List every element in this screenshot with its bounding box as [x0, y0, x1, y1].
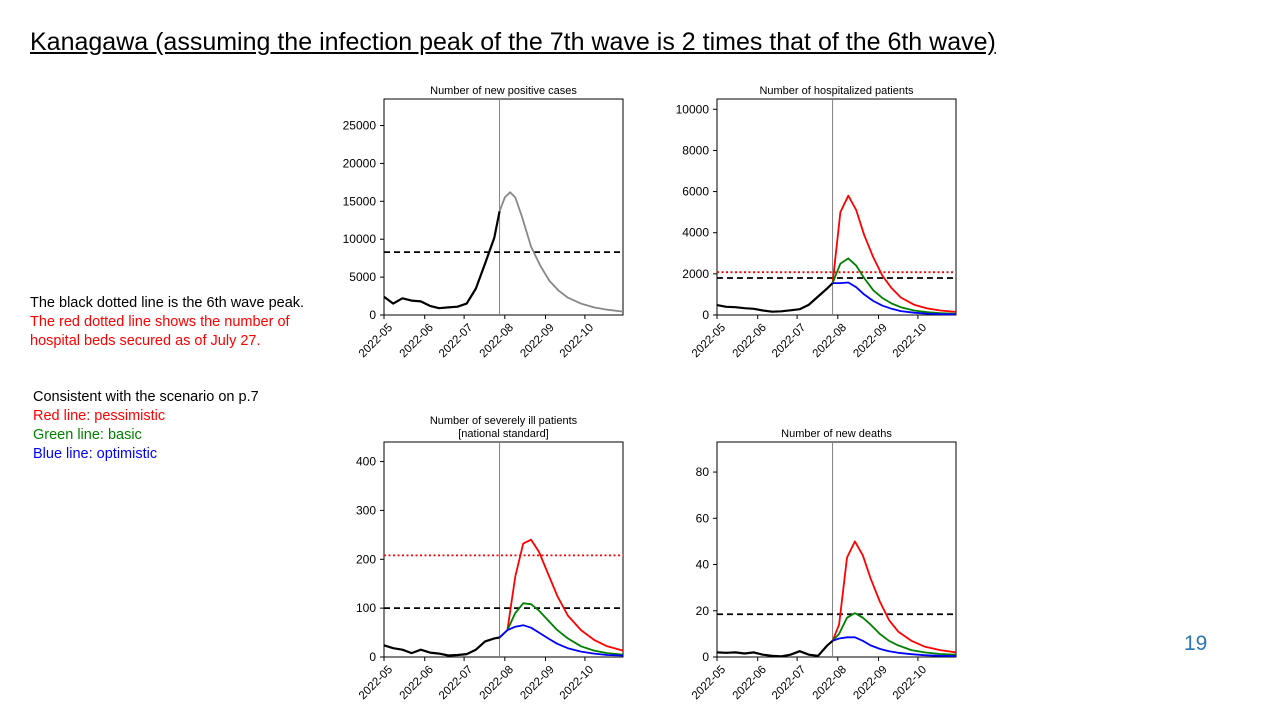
y-tick-label: 40: [696, 558, 710, 572]
y-tick-label: 100: [356, 601, 376, 615]
x-tick-label: 2022-05: [357, 664, 395, 702]
x-tick-label: 2022-09: [851, 664, 889, 702]
series-pessimistic: [831, 194, 957, 313]
y-tick-label: 60: [696, 511, 710, 525]
reference-line-notes: The black dotted line is the 6th wave pe…: [30, 294, 304, 351]
chart-cases: Number of new positive cases 0 5000 10000 15…: [343, 85, 624, 360]
legend-pessimistic: Red line: pessimistic: [33, 408, 166, 424]
y-tick-label: 400: [356, 455, 376, 469]
x-tick-label: 2022-10: [891, 664, 929, 702]
series-optimistic: [832, 281, 957, 316]
red-dotted-line-note-2: hospital beds secured as of July 27.: [30, 333, 261, 349]
series-optimistic: [498, 624, 624, 657]
y-tick-label: 0: [702, 650, 709, 664]
series-projection_single: [498, 191, 624, 313]
series-optimistic: [832, 636, 957, 657]
y-tick-label: 10000: [676, 102, 710, 116]
series-observed: [383, 636, 500, 657]
chart-title: Number of hospitalized patients: [759, 85, 914, 97]
y-tick-label: 10000: [343, 232, 377, 246]
x-tick-label: 2022-06: [398, 664, 436, 702]
y-tick-label: 0: [369, 650, 376, 664]
series-observed: [716, 282, 834, 313]
y-tick-label: 15000: [343, 194, 377, 208]
y-tick-label: 6000: [682, 185, 709, 199]
chart-hospitalized: Number of hospitalized patients 0 2000 4000…: [676, 85, 957, 360]
x-tick-label: 2022-06: [398, 322, 436, 360]
x-tick-label: 2022-07: [770, 664, 808, 702]
legend-optimistic: Blue line: optimistic: [33, 446, 158, 462]
y-tick-label: 0: [702, 308, 709, 322]
slide-title: Kanagawa (assuming the infection peak of…: [30, 28, 996, 56]
legend-basic: Green line: basic: [33, 427, 142, 443]
y-tick-label: 0: [369, 308, 376, 322]
red-dotted-line-note-1: The red dotted line shows the number of: [30, 314, 290, 330]
x-tick-label: 2022-10: [891, 322, 929, 360]
x-tick-label: 2022-10: [558, 664, 596, 702]
chart-severe: Number of severely ill patients[national…: [356, 415, 624, 702]
y-tick-label: 25000: [343, 119, 377, 133]
x-tick-label: 2022-05: [690, 322, 728, 360]
black-dotted-line-note: The black dotted line is the 6th wave pe…: [30, 295, 305, 311]
x-tick-label: 2022-05: [690, 664, 728, 702]
x-tick-label: 2022-08: [811, 322, 849, 360]
series-pessimistic: [498, 538, 624, 652]
y-tick-label: 2000: [682, 267, 709, 281]
series-basic: [831, 257, 957, 315]
chart-title: Number of severely ill patients: [430, 415, 578, 427]
scenario-legend-header: Consistent with the scenario on p.7: [33, 389, 259, 405]
chart-title: [national standard]: [458, 428, 549, 440]
x-tick-label: 2022-09: [518, 322, 556, 360]
y-tick-label: 80: [696, 465, 710, 479]
x-tick-label: 2022-08: [478, 322, 516, 360]
series-observed: [716, 639, 834, 658]
x-tick-label: 2022-09: [518, 664, 556, 702]
x-tick-label: 2022-08: [811, 664, 849, 702]
x-tick-label: 2022-10: [558, 322, 596, 360]
y-tick-label: 200: [356, 552, 376, 566]
plot-frame: [383, 441, 624, 658]
y-tick-label: 5000: [349, 270, 376, 284]
y-tick-label: 20: [696, 604, 710, 618]
series-pessimistic: [831, 540, 957, 654]
chart-title: Number of new positive cases: [430, 85, 577, 97]
series-basic: [831, 612, 957, 656]
page-number: 19: [1184, 632, 1208, 655]
y-tick-label: 20000: [343, 156, 377, 170]
x-tick-label: 2022-07: [770, 322, 808, 360]
chart-title: Number of new deaths: [781, 428, 892, 440]
x-tick-label: 2022-07: [437, 322, 475, 360]
plot-frame: [383, 98, 624, 316]
x-tick-label: 2022-09: [851, 322, 889, 360]
x-tick-label: 2022-06: [731, 664, 769, 702]
plot-frame: [716, 441, 957, 658]
x-tick-label: 2022-06: [731, 322, 769, 360]
series-observed: [383, 210, 501, 310]
x-tick-label: 2022-08: [478, 664, 516, 702]
series-basic: [498, 602, 624, 656]
plot-frame: [716, 98, 957, 316]
y-tick-label: 8000: [682, 143, 709, 157]
x-tick-label: 2022-05: [357, 322, 395, 360]
scenario-legend: Consistent with the scenario on p.7 Red …: [33, 388, 259, 464]
y-tick-label: 4000: [682, 226, 709, 240]
x-tick-label: 2022-07: [437, 664, 475, 702]
y-tick-label: 300: [356, 503, 376, 517]
